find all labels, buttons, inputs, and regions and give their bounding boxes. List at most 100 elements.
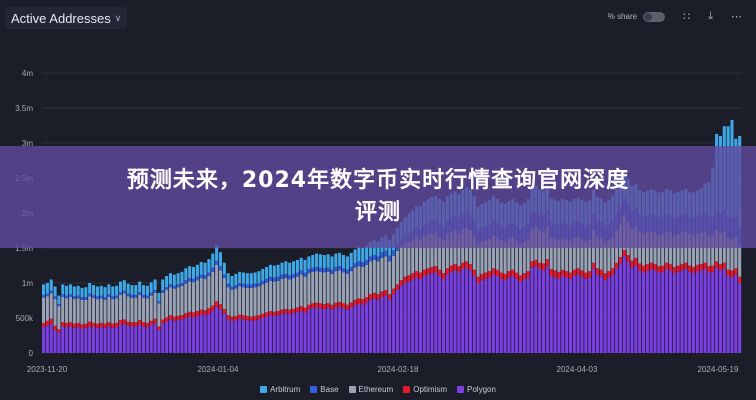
bar-arbitrum [315,253,319,267]
bar-ethereum [334,271,338,303]
bar-ethereum [357,266,361,299]
bar-polygon [222,313,226,353]
bar-arbitrum [334,253,338,267]
bar-optimism [72,323,76,328]
bar-ethereum [599,238,603,270]
bar-polygon [611,274,615,353]
bar-optimism [538,262,542,269]
bar-polygon [76,327,80,353]
bar-polygon [434,272,438,353]
bar-ethereum [276,280,280,311]
bar-optimism [111,323,115,328]
bar-optimism [342,303,346,309]
bar-base [111,296,115,300]
bar-arbitrum [338,252,342,267]
bar-ethereum [507,238,511,272]
bar-polygon [284,313,288,353]
bar-polygon [707,272,711,353]
share-label: % share [607,12,638,21]
bar-ethereum [380,257,384,292]
bar-polygon [261,318,265,353]
bar-arbitrum [318,254,322,268]
legend-item-base[interactable]: Base [310,385,339,394]
more-icon[interactable]: ⋯ [731,11,742,23]
bar-arbitrum [188,266,192,279]
bar-optimism [361,299,365,305]
bar-polygon [361,304,365,353]
bar-arbitrum [138,281,142,293]
legend-item-polygon[interactable]: Polygon [457,385,496,394]
bar-arbitrum [257,271,261,283]
bar-ethereum [118,294,122,321]
bar-base [376,256,380,262]
x-tick-label: 2024-05-19 [698,365,739,374]
metric-dropdown[interactable]: Active Addresses ∨ [5,7,128,29]
bar-arbitrum [126,283,130,294]
bar-polygon [353,305,357,353]
bar-polygon [418,278,422,353]
bar-optimism [730,270,734,278]
bar-polygon [638,270,642,353]
bar-optimism [399,280,403,286]
bar-optimism [103,323,107,328]
bar-optimism [607,271,611,278]
bar-polygon [599,276,603,353]
bar-polygon [311,308,315,353]
bar-ethereum [611,236,615,269]
bar-polygon [492,274,496,353]
bar-ethereum [311,271,315,304]
bar-polygon [57,332,61,353]
bar-polygon [145,327,149,353]
bar-ethereum [161,292,165,320]
bar-optimism [238,314,242,319]
bar-optimism [703,262,707,269]
legend-item-ethereum[interactable]: Ethereum [348,385,393,394]
bar-optimism [145,322,149,328]
bar-optimism [726,269,730,276]
share-toggle[interactable] [643,11,666,22]
grid-icon[interactable]: ∷ [683,11,691,23]
bar-base [215,260,219,265]
bar-polygon [634,265,638,353]
bar-optimism [311,303,315,309]
download-icon[interactable]: ⤓ [708,10,713,22]
bar-polygon [457,272,461,353]
bar-base [265,278,269,283]
bar-polygon [718,270,722,353]
legend-item-arbitrum[interactable]: Arbitrum [260,385,300,394]
bar-arbitrum [207,259,211,273]
bar-optimism [442,273,446,280]
bar-polygon [288,313,292,353]
bar-base [176,284,180,288]
bar-polygon [649,269,653,353]
bar-ethereum [230,290,234,317]
bar-polygon [518,281,522,353]
bar-polygon [453,270,457,353]
bar-optimism [265,312,269,317]
bar-optimism [284,308,288,314]
bar-optimism [192,312,196,318]
bar-arbitrum [130,285,134,295]
bar-polygon [326,308,330,353]
bar-ethereum [145,298,149,323]
legend-item-optimism[interactable]: Optimism [403,385,447,394]
bar-polygon [576,274,580,353]
bar-optimism [653,264,657,271]
bar-ethereum [184,283,188,314]
bar-ethereum [472,236,476,270]
bar-base [322,268,326,273]
bar-base [157,301,161,304]
bar-polygon [72,327,76,353]
bar-polygon [426,274,430,353]
bar-polygon [276,315,280,353]
bar-optimism [388,294,392,300]
bar-ethereum [215,264,219,302]
bar-base [149,292,153,296]
bar-polygon [584,278,588,353]
bar-base [222,274,226,279]
bar-polygon [661,271,665,353]
bar-base [195,276,199,281]
bar-polygon [442,279,446,353]
bar-ethereum [115,298,119,323]
bar-optimism [45,320,49,326]
